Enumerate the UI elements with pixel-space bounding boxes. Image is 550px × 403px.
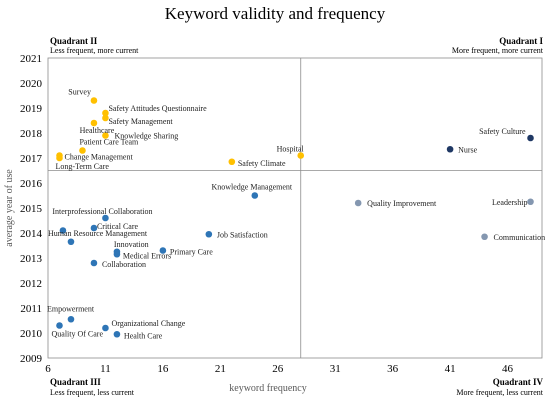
- quadrant-1-name: Quadrant I: [499, 36, 543, 46]
- data-point: [102, 109, 109, 117]
- data-points: [56, 97, 534, 338]
- data-point-label: Healthcare: [80, 126, 115, 135]
- data-point-labels: Survey Safety Attitudes Questionnaire Safe…: [47, 88, 545, 341]
- data-point: [90, 224, 98, 232]
- data-point-label: Interprofessional Collaboration: [52, 207, 152, 216]
- data-point: [481, 233, 488, 241]
- data-point: [159, 247, 167, 254]
- quadrant-1-desc: More frequent, more current: [452, 46, 544, 55]
- data-point: [113, 250, 121, 258]
- x-axis-label: keyword frequency: [229, 383, 306, 394]
- x-tick-label: 26: [272, 363, 284, 375]
- data-point-label: Communication: [494, 233, 546, 242]
- data-point-label: Quality Improvement: [367, 199, 437, 208]
- y-tick-label: 2015: [20, 203, 43, 215]
- y-tick-label: 2014: [20, 228, 43, 240]
- data-point: [90, 97, 98, 104]
- data-point: [102, 132, 109, 139]
- data-point-label: Knowledge Management: [211, 183, 292, 192]
- y-axis-ticks: 2009 2010 2011 2012 2013 2014 2015 2016 2017 2018…: [20, 53, 43, 365]
- quadrant-3-name: Quadrant III: [50, 377, 101, 387]
- data-point-label: Job Satisfaction: [217, 230, 268, 239]
- data-point: [205, 230, 213, 238]
- data-point-label: Knowledge Sharing: [114, 132, 178, 141]
- data-point-label: Safety Culture: [479, 127, 526, 136]
- data-point: [79, 147, 86, 154]
- x-tick-label: 31: [330, 363, 341, 375]
- data-point: [446, 145, 454, 153]
- data-point: [354, 199, 362, 207]
- y-tick-label: 2009: [20, 353, 43, 365]
- data-point-label: Patient Care Team: [79, 138, 139, 147]
- data-point-label: Empowerment: [47, 304, 95, 313]
- data-point: [527, 198, 534, 206]
- x-tick-label: 41: [445, 363, 456, 375]
- quadrant-2-desc: Less frequent, more current: [50, 46, 139, 55]
- data-point: [113, 330, 121, 338]
- x-tick-label: 46: [502, 363, 514, 375]
- x-tick-label: 21: [215, 363, 226, 375]
- data-point: [102, 324, 109, 332]
- y-tick-label: 2017: [20, 153, 43, 165]
- chart-title: Keyword validity and frequency: [165, 4, 386, 23]
- data-point: [59, 227, 67, 234]
- x-tick-label: 6: [45, 363, 51, 375]
- x-axis-ticks: 6 11 16 21 26 31 36 41 46: [45, 363, 513, 375]
- x-tick-label: 36: [387, 363, 399, 375]
- data-point: [67, 315, 75, 323]
- data-point-label: Safety Attitudes Questionnaire: [108, 104, 207, 113]
- quadrant-4-name: Quadrant IV: [493, 377, 544, 387]
- data-point-label: Collaboration: [102, 260, 146, 269]
- quadrant-4-desc: More frequent, less current: [456, 388, 543, 397]
- data-point: [297, 152, 305, 159]
- data-point-label: Health Care: [124, 331, 163, 340]
- x-tick-label: 11: [100, 363, 111, 375]
- data-point-label: Hospital: [277, 145, 305, 154]
- data-point: [527, 134, 534, 142]
- data-point-label: Change Management: [64, 153, 133, 162]
- quadrant-2-name: Quadrant II: [50, 36, 98, 46]
- quadrant-3-desc: Less frequent, less current: [50, 388, 135, 397]
- data-point: [102, 114, 109, 122]
- data-point-label: Organizational Change: [111, 319, 185, 328]
- data-point: [90, 119, 98, 127]
- data-point-label: Safety Climate: [238, 159, 286, 168]
- y-tick-label: 2011: [20, 303, 42, 315]
- data-point: [90, 259, 98, 267]
- data-point-label: Safety Management: [108, 117, 173, 126]
- x-tick-label: 16: [157, 363, 169, 375]
- plot-frame: [47, 57, 543, 359]
- y-tick-label: 2020: [20, 78, 43, 90]
- y-tick-label: 2013: [20, 253, 43, 265]
- data-point-label: Survey: [68, 88, 91, 97]
- data-point: [228, 158, 236, 166]
- y-tick-label: 2012: [20, 278, 42, 290]
- data-point-label: Medical Errors: [123, 251, 171, 260]
- data-point: [67, 238, 75, 246]
- y-tick-label: 2010: [20, 328, 43, 340]
- data-point-label: Human Resource Management: [48, 229, 148, 238]
- data-point-label: Innovation: [114, 240, 149, 249]
- y-tick-label: 2021: [20, 53, 42, 65]
- data-point-label: Critical Care: [97, 222, 139, 231]
- data-point-label: Quality Of Care: [51, 330, 103, 339]
- data-point-label: Primary Care: [170, 248, 213, 257]
- data-point-label: Long-Term Care: [55, 162, 109, 171]
- y-tick-label: 2018: [20, 128, 43, 140]
- data-point: [251, 192, 259, 199]
- data-point-label: Leadership: [492, 198, 528, 207]
- data-point-label: Nurse: [458, 145, 478, 154]
- y-axis-label: average year of use: [4, 169, 15, 247]
- data-point: [102, 214, 109, 222]
- data-point: [56, 322, 63, 329]
- data-point: [56, 154, 63, 162]
- y-tick-label: 2016: [20, 178, 43, 190]
- y-tick-label: 2019: [20, 103, 43, 115]
